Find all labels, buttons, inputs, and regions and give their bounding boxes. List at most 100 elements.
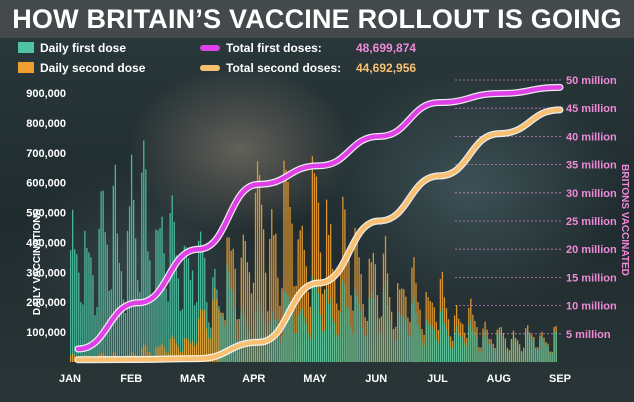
daily-first-bar — [376, 318, 379, 362]
daily-first-bar — [291, 310, 293, 362]
daily-first-bar — [295, 332, 297, 362]
daily-first-bar — [104, 232, 106, 362]
daily-first-bar — [72, 209, 74, 362]
daily-first-bar — [388, 320, 391, 362]
daily-first-bar — [76, 254, 78, 362]
daily-first-bar — [309, 339, 312, 362]
daily-first-bar — [183, 245, 186, 362]
daily-second-bar — [169, 339, 171, 362]
daily-first-bar — [409, 337, 411, 362]
daily-first-bar — [297, 314, 299, 362]
daily-first-bar — [529, 336, 531, 362]
daily-first-bar — [100, 191, 102, 362]
daily-first-bar — [360, 311, 362, 362]
daily-first-bar — [171, 195, 173, 362]
daily-second-bar — [206, 328, 208, 362]
daily-second-bar — [187, 339, 190, 362]
x-tick-label: JUL — [427, 373, 448, 385]
daily-second-bar — [204, 309, 206, 362]
daily-first-bar — [472, 329, 474, 362]
legend-value-total-first: 48,699,874 — [356, 41, 416, 55]
legend: Daily first dose Daily second dose Total… — [18, 41, 416, 75]
daily-first-bar — [287, 296, 289, 362]
daily-first-bar — [549, 352, 551, 362]
daily-first-bar — [553, 332, 555, 362]
daily-first-bar — [187, 258, 190, 362]
daily-first-bar — [506, 349, 509, 362]
daily-second-bar — [200, 309, 202, 362]
daily-first-bar — [74, 249, 76, 362]
daily-first-bar — [466, 346, 468, 362]
daily-first-bar — [137, 280, 139, 362]
daily-second-bar — [159, 345, 161, 362]
daily-first-bar — [299, 310, 301, 362]
daily-first-bar — [147, 251, 149, 362]
daily-first-bar — [163, 253, 165, 362]
daily-first-bar — [311, 276, 314, 362]
daily-second-bar — [250, 293, 253, 362]
legend-swatch-daily-first — [18, 42, 34, 53]
daily-first-bar — [267, 345, 269, 362]
daily-second-bar — [197, 318, 200, 362]
daily-first-bar — [254, 312, 257, 362]
daily-first-bar — [514, 341, 517, 362]
x-tick-label: JUN — [365, 373, 387, 385]
daily-first-bar — [332, 318, 334, 362]
daily-first-bar — [464, 342, 466, 362]
daily-second-bar — [258, 175, 261, 362]
daily-first-bar — [224, 326, 226, 362]
daily-first-bar — [344, 284, 346, 362]
legend-swatch-total-first — [200, 45, 220, 51]
daily-first-bar — [508, 351, 511, 362]
daily-first-bar — [372, 292, 374, 362]
daily-first-bar — [429, 325, 431, 362]
daily-first-bar — [500, 331, 502, 362]
daily-first-bar — [451, 348, 454, 362]
daily-second-bar — [262, 229, 265, 362]
x-tick-label: JAN — [59, 373, 81, 385]
daily-first-bar — [126, 230, 129, 362]
daily-first-bar — [273, 319, 275, 362]
daily-first-bar — [399, 316, 401, 362]
daily-first-bar — [279, 342, 281, 362]
daily-second-bar — [260, 204, 263, 362]
daily-first-bar — [425, 319, 427, 362]
daily-second-bar — [334, 279, 336, 362]
daily-first-bar — [319, 314, 322, 362]
daily-first-bar — [537, 349, 539, 362]
daily-first-bar — [439, 312, 442, 362]
daily-first-bar — [348, 307, 350, 362]
daily-first-bar — [496, 334, 498, 362]
daily-first-bar — [368, 298, 370, 362]
daily-second-bar — [295, 285, 297, 362]
daily-first-bar — [130, 154, 133, 362]
daily-first-bar — [539, 339, 541, 362]
daily-second-bar — [256, 161, 259, 362]
daily-first-bar — [447, 335, 450, 362]
daily-second-bar — [72, 353, 74, 362]
daily-first-bar — [525, 333, 527, 362]
daily-first-bar — [458, 334, 460, 362]
left-tick-label: 700,000 — [26, 148, 66, 160]
daily-first-bar — [315, 283, 318, 362]
daily-first-bar — [265, 333, 267, 362]
daily-first-bar — [222, 317, 224, 362]
daily-second-bar — [242, 234, 244, 362]
daily-first-bar — [197, 240, 200, 362]
daily-first-bar — [128, 206, 131, 362]
daily-first-bar — [132, 199, 135, 362]
daily-second-bar — [189, 343, 192, 362]
daily-first-bar — [453, 332, 456, 362]
daily-first-bar — [421, 341, 423, 362]
total-first-line — [75, 85, 563, 352]
daily-first-bar — [455, 325, 458, 362]
daily-first-bar — [98, 228, 100, 362]
right-tick-label: 40 million — [566, 131, 617, 143]
right-axis-title: BRITONS VACCINATED — [619, 164, 630, 276]
daily-first-bar — [303, 317, 305, 362]
daily-first-bar — [547, 346, 549, 362]
daily-first-bar — [512, 335, 515, 362]
right-tick-label: 5 million — [566, 329, 611, 341]
daily-first-bar — [230, 287, 232, 362]
